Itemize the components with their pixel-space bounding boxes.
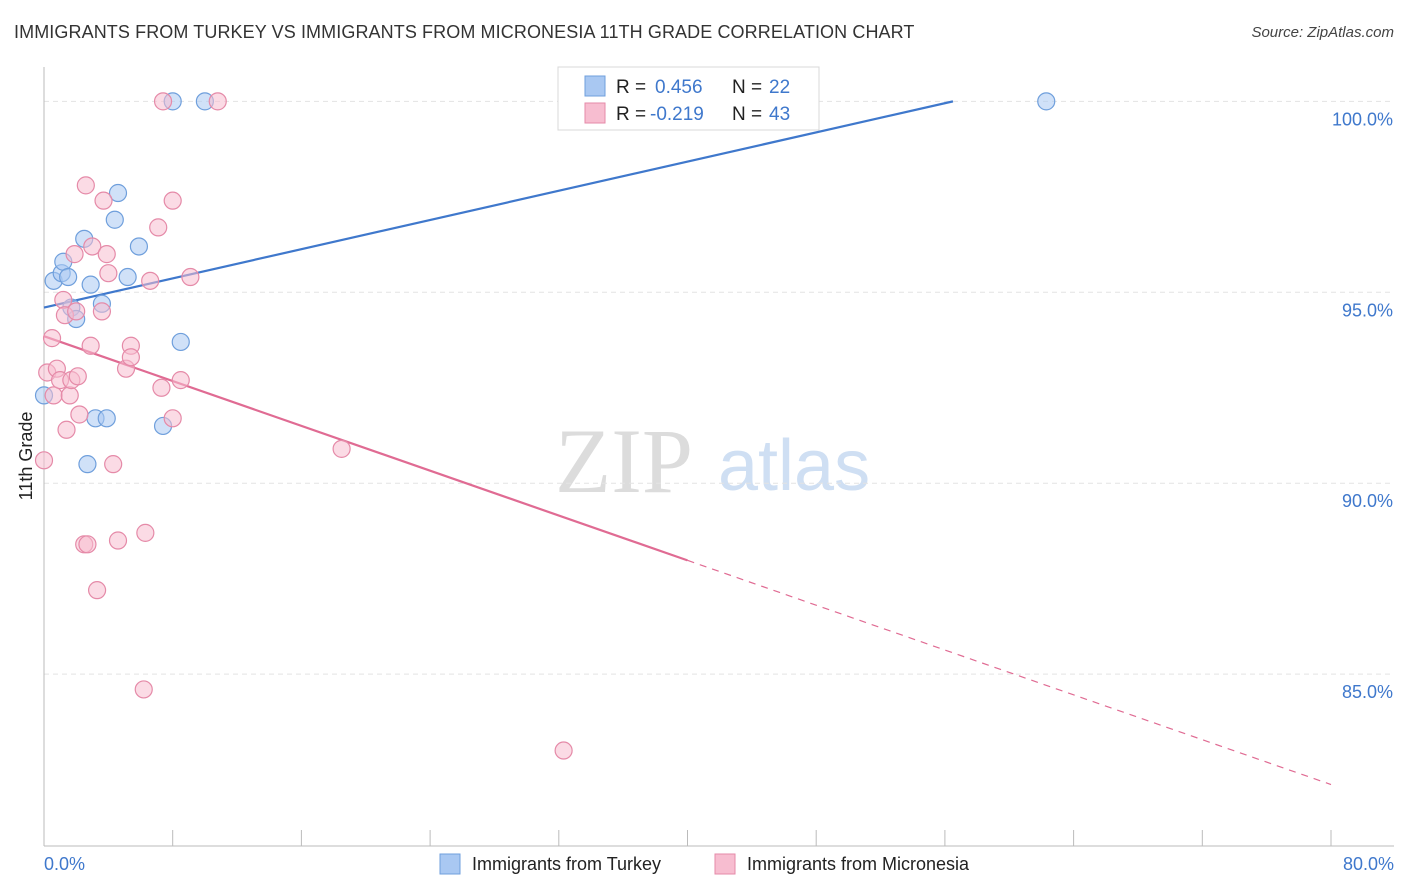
point-turkey-9 (81, 275, 100, 294)
legend-r-value-turkey: 0.456 (655, 77, 703, 98)
trend-line-extension-series-1 (687, 559, 1332, 786)
series-legend-swatch-micronesia (714, 853, 736, 875)
y-tick-labels: 85.0% 90.0% 95.0% 100.0% (1332, 109, 1393, 702)
y-tick-label-95: 95.0% (1342, 300, 1393, 320)
point-micronesia-2 (42, 329, 62, 348)
point-micronesia-26 (108, 531, 128, 550)
point-turkey-21 (1037, 92, 1056, 111)
legend-r-value-micronesia: -0.219 (650, 104, 704, 125)
point-micronesia-19 (83, 237, 102, 256)
point-micronesia-40 (208, 92, 227, 111)
point-micronesia-17 (78, 535, 97, 554)
point-turkey-19 (171, 332, 190, 352)
stats-legend: R = 0.456 N = 22 R = -0.219 N = 43 (557, 66, 820, 131)
legend-swatch-micronesia (584, 102, 606, 124)
y-tick-label-100: 100.0% (1332, 109, 1393, 129)
point-micronesia-41 (332, 439, 351, 458)
point-micronesia-21 (92, 302, 112, 321)
point-micronesia-31 (136, 523, 155, 542)
point-micronesia-30 (134, 680, 153, 699)
point-turkey-8 (78, 455, 97, 474)
legend-n-value-micronesia: 43 (769, 104, 790, 125)
point-micronesia-9 (60, 386, 79, 405)
point-micronesia-32 (141, 271, 160, 290)
point-micronesia-42 (554, 741, 573, 760)
x-tick-label-min: 0.0% (44, 854, 85, 874)
source-label: Source: ZipAtlas.com (1251, 24, 1394, 41)
trend-line-series-1 (43, 335, 688, 562)
point-micronesia-14 (70, 405, 89, 424)
data-points (34, 92, 1056, 760)
point-micronesia-24 (99, 264, 118, 283)
point-turkey-14 (108, 183, 128, 203)
legend-n-label-turkey: N = (732, 77, 762, 98)
point-micronesia-33 (149, 218, 168, 237)
point-micronesia-18 (81, 336, 100, 355)
legend-n-value-turkey: 22 (769, 77, 790, 98)
point-micronesia-20 (87, 581, 107, 600)
watermark-zip: ZIP (555, 410, 693, 512)
point-micronesia-35 (153, 92, 173, 111)
point-micronesia-12 (67, 302, 86, 321)
watermark-atlas: atlas (718, 426, 870, 506)
point-micronesia-13 (68, 367, 87, 386)
point-micronesia-16 (76, 176, 95, 195)
point-micronesia-3 (44, 386, 63, 405)
point-micronesia-25 (104, 455, 123, 474)
series-legend-label-turkey: Immigrants from Turkey (472, 854, 661, 874)
point-micronesia-11 (65, 245, 84, 264)
legend-r-label-micronesia: R = (616, 104, 646, 125)
series-legend: Immigrants from Turkey Immigrants from M… (439, 853, 970, 875)
x-tick-label-max: 80.0% (1343, 854, 1394, 874)
point-micronesia-29 (121, 348, 140, 367)
legend-r-label-turkey: R = (616, 77, 646, 98)
point-micronesia-8 (57, 420, 76, 439)
point-micronesia-23 (97, 245, 116, 264)
point-turkey-16 (129, 237, 149, 256)
point-micronesia-39 (181, 267, 200, 287)
chart-title: IMMIGRANTS FROM TURKEY VS IMMIGRANTS FRO… (14, 22, 915, 42)
point-turkey-12 (97, 409, 116, 428)
series-legend-swatch-turkey (439, 853, 461, 875)
legend-swatch-turkey (584, 75, 606, 97)
x-ticks (43, 830, 1332, 846)
y-axis-title: 11th Grade (16, 412, 36, 501)
point-micronesia-38 (171, 371, 190, 390)
point-micronesia-34 (152, 378, 171, 397)
point-micronesia-37 (163, 191, 182, 210)
legend-n-label-micronesia: N = (732, 104, 762, 125)
point-micronesia-0 (34, 451, 54, 470)
gridlines (44, 100, 1394, 675)
point-turkey-4 (59, 267, 78, 287)
y-tick-label-85: 85.0% (1342, 682, 1393, 702)
point-turkey-15 (118, 267, 137, 287)
y-tick-label-90: 90.0% (1342, 491, 1393, 511)
point-micronesia-22 (94, 191, 113, 210)
point-turkey-13 (105, 210, 124, 229)
series-legend-label-micronesia: Immigrants from Micronesia (747, 854, 970, 874)
point-micronesia-36 (163, 409, 182, 428)
